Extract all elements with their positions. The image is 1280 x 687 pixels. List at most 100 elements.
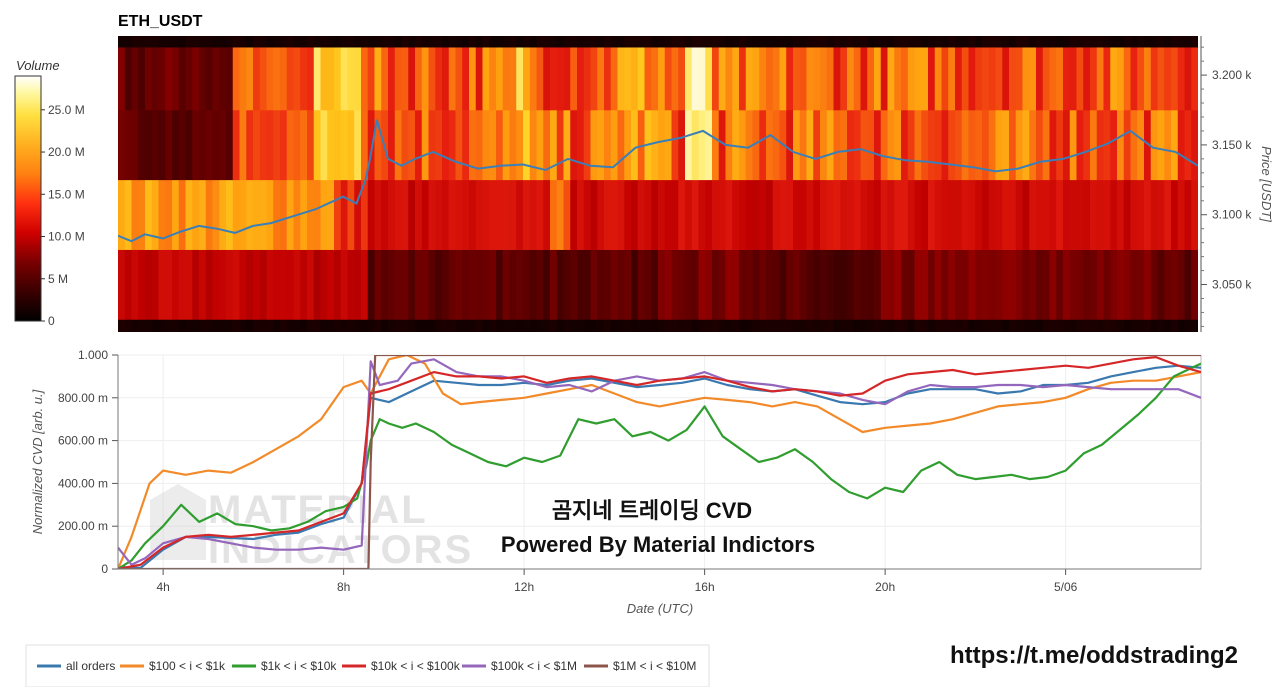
heatmap-cell xyxy=(793,36,801,48)
heatmap-cell xyxy=(759,47,767,111)
heatmap-cell xyxy=(469,179,477,250)
heatmap-cell xyxy=(961,110,970,181)
heatmap-cell xyxy=(394,47,403,111)
heatmap-cell xyxy=(948,319,956,332)
heatmap-cell xyxy=(1002,110,1010,181)
heatmap-cell xyxy=(961,179,970,250)
heatmap-cell xyxy=(320,110,328,181)
heatmap-cell xyxy=(698,319,706,332)
heatmap-cell xyxy=(408,319,416,332)
heatmap-cell xyxy=(556,249,565,320)
heatmap-cell xyxy=(448,36,457,48)
heatmap-cell xyxy=(199,179,207,250)
heatmap-cell xyxy=(914,319,922,332)
heatmap-cell xyxy=(597,249,605,320)
heatmap-cell xyxy=(1036,36,1044,48)
heatmap-cell xyxy=(388,249,396,320)
heatmap-cell xyxy=(840,179,848,250)
heatmap-cell xyxy=(786,179,794,250)
heatmap-cell xyxy=(462,110,470,181)
heatmap-cell xyxy=(367,47,376,111)
heatmap-cell xyxy=(644,179,652,250)
heatmap-cell xyxy=(199,110,207,181)
legend-label: $1k < i < $10k xyxy=(261,659,337,673)
heatmap-cell xyxy=(1144,249,1152,320)
heatmap-cell xyxy=(955,47,963,111)
heatmap-cell xyxy=(732,179,740,250)
heatmap-cell xyxy=(928,319,936,332)
heatmap-cell xyxy=(853,36,862,48)
legend-label: $1M < i < $10M xyxy=(613,659,696,673)
heatmap-cell xyxy=(138,36,146,48)
heatmap-cell xyxy=(577,179,585,250)
heatmap-cell xyxy=(381,36,389,48)
heatmap-cell xyxy=(529,47,538,111)
heatmap-cell xyxy=(813,36,821,48)
heatmap-cell xyxy=(556,319,565,332)
heatmap-cell xyxy=(118,110,126,181)
heatmap-cell xyxy=(118,47,126,111)
heatmap-cell xyxy=(1049,110,1057,181)
heatmap-cell xyxy=(887,110,895,181)
heatmap-cell xyxy=(1029,319,1037,332)
heatmap-cell xyxy=(138,249,146,320)
heatmap-cell xyxy=(219,110,227,181)
heatmap-cell xyxy=(259,319,268,332)
heatmap-cell xyxy=(496,110,504,181)
heatmap-cell xyxy=(219,179,227,250)
heatmap-cell xyxy=(388,319,396,332)
heatmap-cell xyxy=(1123,319,1132,332)
heatmap-cell xyxy=(448,110,457,181)
cvd-y-axis: 0 200.00 m 400.00 m 600.00 m 800.00 m 1.000 xyxy=(58,348,119,576)
heatmap-cell xyxy=(955,110,963,181)
heatmap-cell xyxy=(428,36,436,48)
price-axis-label: Price [USDT] xyxy=(1259,146,1274,222)
heatmap-cell xyxy=(1130,249,1138,320)
heatmap-cell xyxy=(1063,36,1071,48)
heatmap-cell xyxy=(624,110,632,181)
heatmap-cell xyxy=(199,319,207,332)
heatmap-cell xyxy=(712,36,720,48)
heatmap-cell xyxy=(354,319,362,332)
heatmap-cell xyxy=(759,319,767,332)
heatmap-cell xyxy=(1171,36,1179,48)
heatmap-cell xyxy=(1022,47,1030,111)
heatmap-cell xyxy=(232,47,241,111)
heatmap-cell xyxy=(570,47,578,111)
heatmap-cell xyxy=(914,179,922,250)
heatmap-cell xyxy=(145,36,153,48)
heatmap-cell xyxy=(131,110,139,181)
heatmap-cell xyxy=(826,47,835,111)
heatmap-cell xyxy=(577,36,585,48)
heatmap-cell xyxy=(185,179,193,250)
heatmap-cell xyxy=(408,249,416,320)
heatmap-cell xyxy=(502,249,511,320)
heatmap-cell xyxy=(671,36,679,48)
heatmap-cell xyxy=(651,110,659,181)
heatmap-cells xyxy=(118,36,1198,332)
heatmap-cell xyxy=(266,249,274,320)
heatmap-cell xyxy=(178,179,187,250)
heatmap-cell xyxy=(671,179,679,250)
heatmap-cell xyxy=(1123,36,1132,48)
heatmap-cell xyxy=(388,179,396,250)
heatmap-cell xyxy=(158,179,166,250)
heatmap-cell xyxy=(232,179,241,250)
heatmap-cell xyxy=(833,36,841,48)
heatmap-cell xyxy=(435,319,443,332)
heatmap-cell xyxy=(907,36,916,48)
heatmap-cell xyxy=(766,249,774,320)
heatmap-cell xyxy=(813,110,821,181)
heatmap-cell xyxy=(455,249,463,320)
heatmap-cell xyxy=(631,36,639,48)
heatmap-cell xyxy=(1177,36,1186,48)
heatmap-cell xyxy=(1177,47,1186,111)
heatmap-cell xyxy=(118,319,126,332)
heatmap-cell xyxy=(1117,319,1125,332)
heatmap-cell xyxy=(874,47,882,111)
heatmap-cell xyxy=(124,179,133,250)
heatmap-cell xyxy=(259,47,268,111)
heatmap-cell xyxy=(894,249,902,320)
heatmap-cell xyxy=(1009,47,1017,111)
heatmap-cell xyxy=(826,319,835,332)
